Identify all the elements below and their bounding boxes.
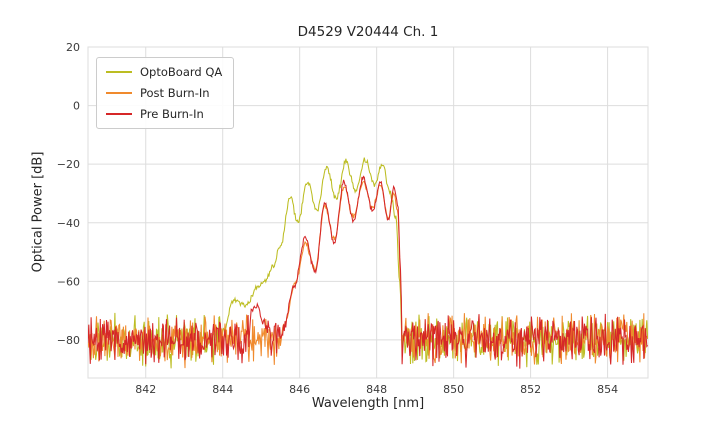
plot-frame bbox=[87, 46, 649, 379]
legend-line-swatch bbox=[106, 92, 132, 94]
legend-line-swatch bbox=[106, 71, 132, 73]
legend-item-post-burn-in: Post Burn-In bbox=[106, 86, 222, 100]
x-tick-label: 850 bbox=[443, 383, 464, 396]
legend-label: Pre Burn-In bbox=[140, 107, 204, 121]
x-tick-label: 852 bbox=[520, 383, 541, 396]
legend-label: OptoBoard QA bbox=[140, 65, 223, 79]
legend-label: Post Burn-In bbox=[140, 86, 210, 100]
legend-line-swatch bbox=[106, 113, 132, 115]
x-axis-label: Wavelength [nm] bbox=[311, 396, 425, 411]
y-tick-label: −20 bbox=[57, 158, 80, 171]
legend-item-pre-burn-in: Pre Burn-In bbox=[106, 107, 222, 121]
x-tick-label: 842 bbox=[135, 383, 156, 396]
y-tick-label: −40 bbox=[57, 217, 80, 230]
y-tick-label: 0 bbox=[73, 100, 80, 113]
y-axis-label: Optical Power [dB] bbox=[30, 151, 46, 273]
x-tick-label: 846 bbox=[289, 383, 310, 396]
x-tick-label: 848 bbox=[366, 383, 387, 396]
series-line-pre-burn-in bbox=[88, 175, 648, 369]
chart-title: D4529 V20444 Ch. 1 bbox=[297, 24, 439, 40]
y-tick-label: 20 bbox=[66, 41, 80, 54]
y-tick-label: −60 bbox=[57, 275, 80, 288]
legend-item-optoboard-qa: OptoBoard QA bbox=[106, 65, 222, 79]
x-tick-label: 844 bbox=[212, 383, 233, 396]
x-tick-label: 854 bbox=[597, 383, 618, 396]
legend: OptoBoard QA Post Burn-In Pre Burn-In bbox=[96, 57, 235, 129]
y-tick-label: −80 bbox=[57, 334, 80, 347]
